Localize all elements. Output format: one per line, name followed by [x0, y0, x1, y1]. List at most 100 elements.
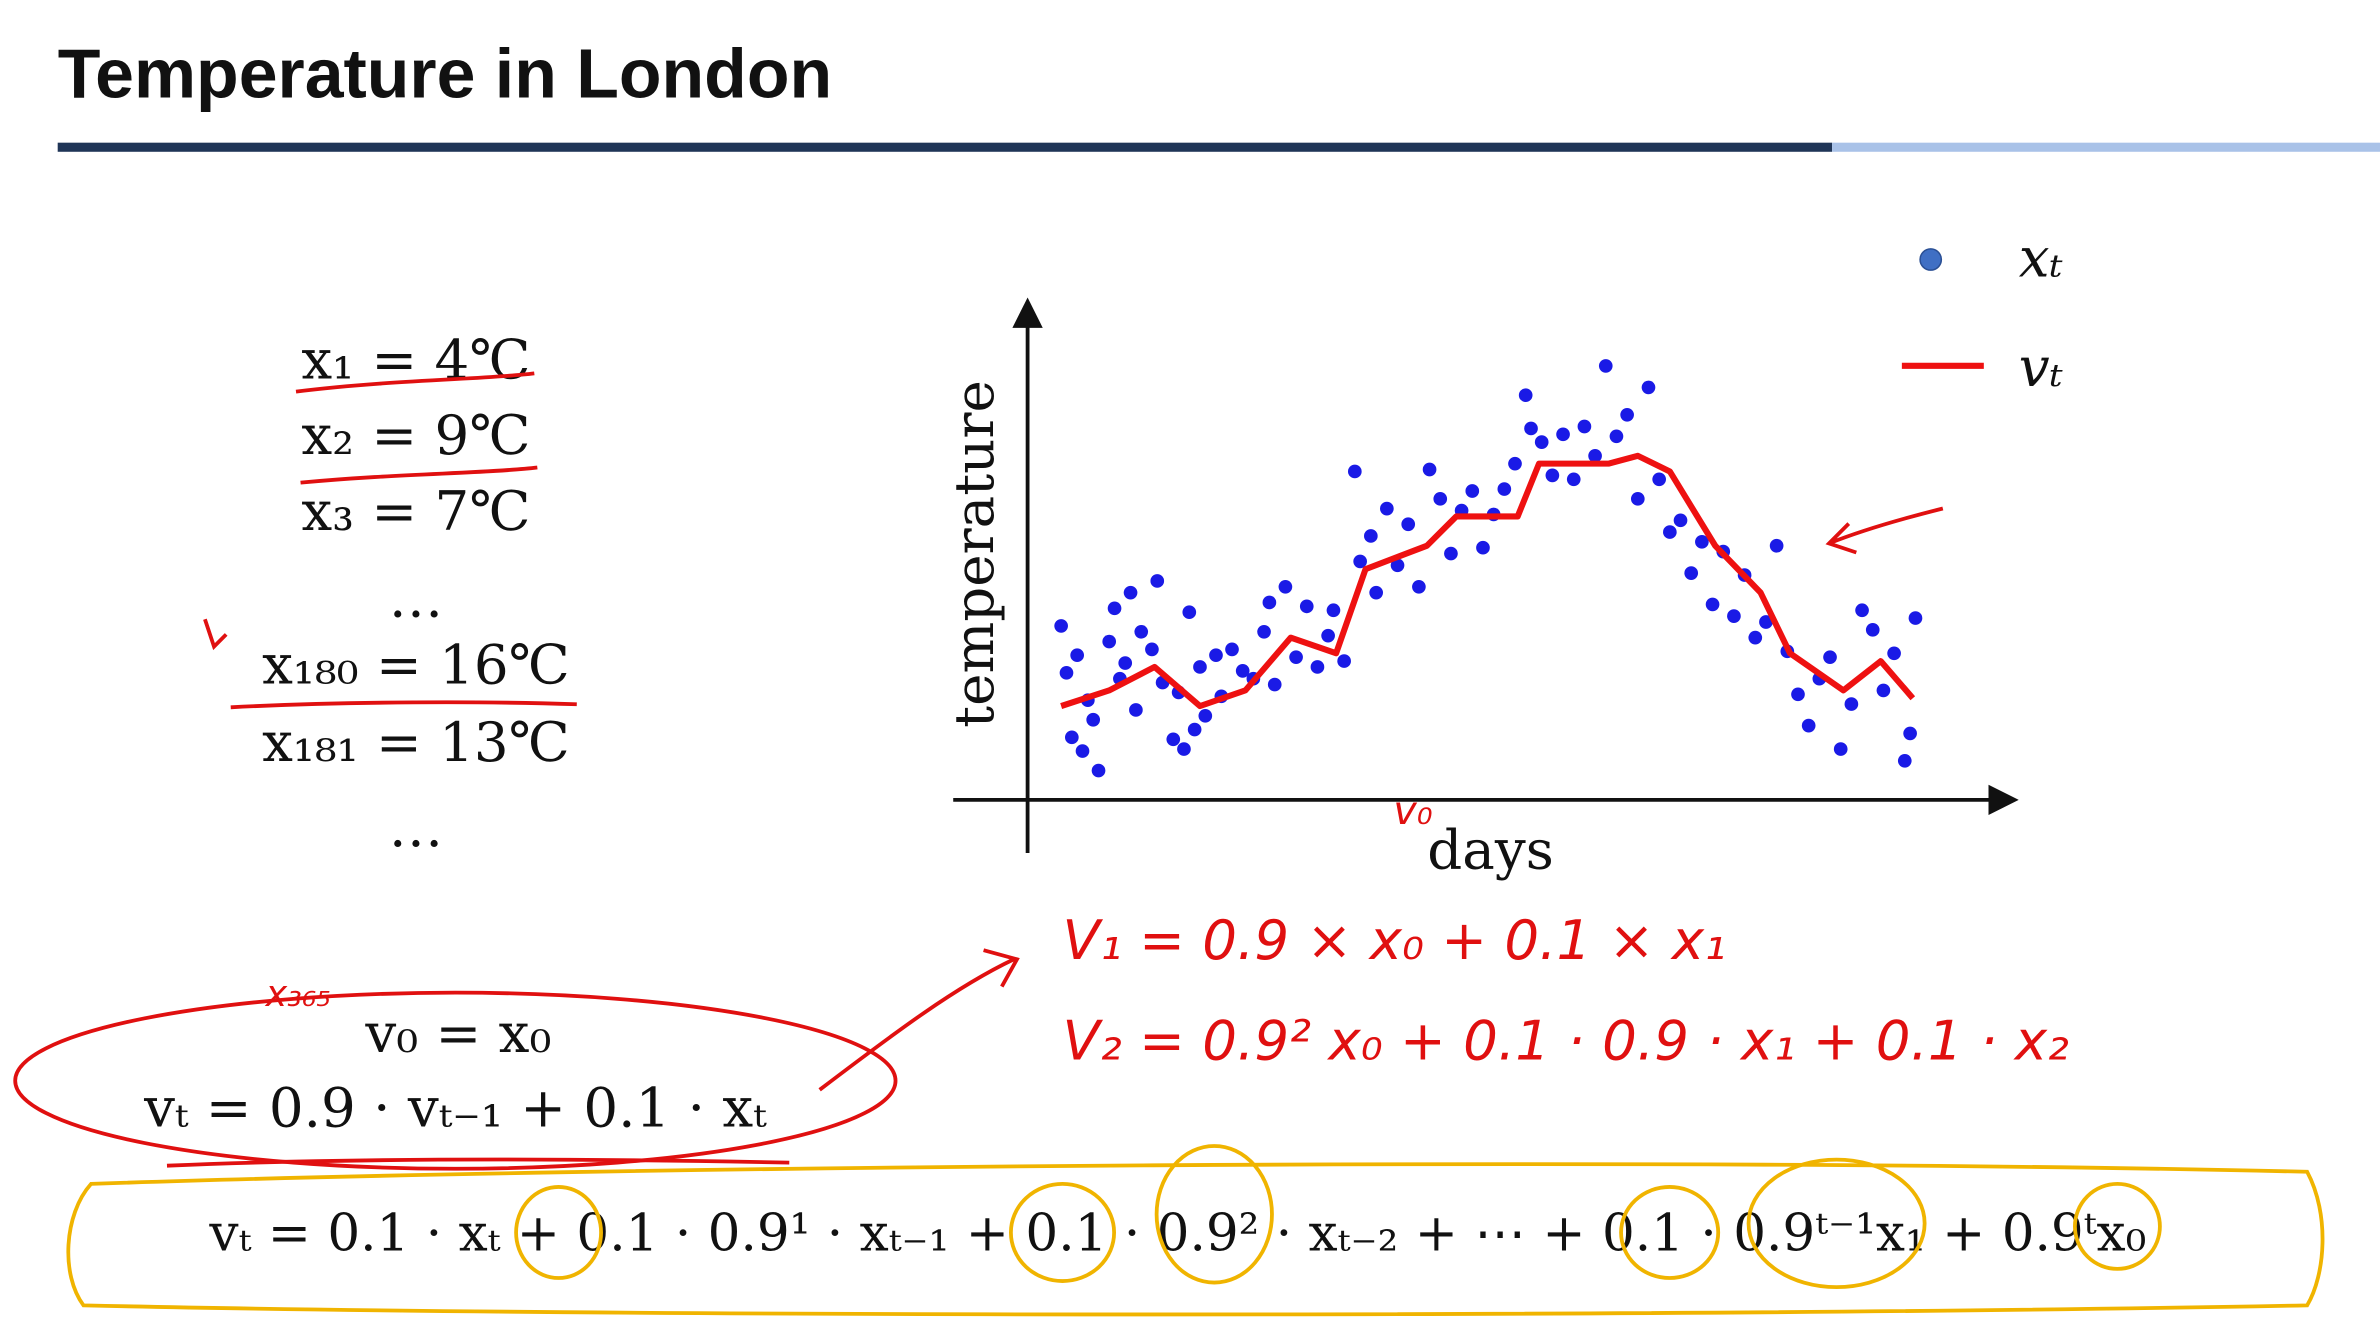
data-point [1769, 538, 1784, 553]
data-point [1844, 697, 1859, 711]
data-point [1855, 603, 1869, 618]
data-point [1727, 609, 1741, 623]
y-axis-label: temperature [942, 380, 1006, 728]
data-point [1347, 464, 1362, 479]
arrow [818, 948, 1020, 1092]
data-point [1588, 448, 1602, 463]
data-point [1235, 664, 1250, 678]
data-point [1054, 619, 1068, 633]
data-point [1518, 388, 1533, 403]
data-point [1748, 630, 1763, 645]
data-point [1887, 646, 1901, 661]
data-point [1187, 722, 1202, 737]
data-point [1524, 421, 1538, 436]
observation: x₁₈₀ = 16℃ [262, 632, 570, 696]
ink-red [13, 371, 1944, 1171]
data-point [1609, 429, 1624, 444]
data-point [1102, 634, 1117, 649]
data-point [1075, 744, 1090, 758]
data-point [1545, 468, 1560, 483]
legend-label: xₜ [2019, 226, 2063, 290]
equation: vₜ = 0.1 · xₜ + 0.1 · 0.9¹ · xₜ₋₁ + 0.1 … [208, 1204, 2146, 1264]
circle [1008, 1182, 1117, 1283]
data-point [1556, 427, 1570, 442]
data-point [1064, 730, 1079, 745]
circle [13, 990, 898, 1171]
data-point [1401, 517, 1416, 532]
observation: … [389, 566, 444, 630]
data-point [1364, 529, 1378, 543]
data-point [1209, 648, 1223, 663]
mark [203, 618, 228, 651]
title-rule [57, 142, 1833, 152]
data-point [1422, 462, 1437, 477]
data-point [1833, 742, 1848, 756]
data-point [1059, 665, 1074, 680]
data-point [1630, 492, 1645, 506]
data-point [1091, 763, 1106, 778]
x-axis-label: days [1427, 818, 1553, 882]
ink-yellow [66, 1144, 2325, 1317]
data-point [1225, 642, 1239, 657]
data-point [1673, 513, 1688, 528]
data-point [1337, 654, 1351, 668]
data-point [1369, 585, 1384, 600]
title: Temperature in London [58, 34, 832, 112]
equation: v₀ = x₀ [364, 1001, 551, 1065]
data-point [1198, 709, 1213, 723]
annotation: V₂ = 0.9² x₀ + 0.1 · 0.9 · x₁ + 0.1 · x₂ [1063, 1008, 2070, 1072]
data-point [1353, 554, 1367, 569]
data-point [1433, 492, 1448, 506]
equation: vₜ = 0.9 · vₜ₋₁ + 0.1 · xₜ [143, 1076, 767, 1140]
data-point [1129, 703, 1143, 717]
data-point [1897, 753, 1912, 768]
data-point [1086, 712, 1101, 727]
circle [1619, 1185, 1721, 1280]
legend-swatch [1919, 248, 1943, 271]
data-point [1390, 558, 1405, 573]
data-point [1620, 407, 1634, 422]
data-point [1145, 642, 1159, 657]
observation: x₂ = 9℃ [301, 403, 530, 467]
data-point [1289, 650, 1303, 665]
data-point [1652, 472, 1666, 487]
plot [1054, 359, 1923, 778]
data-point [1598, 359, 1613, 373]
data-point [1705, 597, 1720, 612]
data-point [1380, 501, 1394, 516]
underline [300, 465, 538, 485]
observation: x₃ = 7℃ [301, 479, 530, 543]
data-point [1465, 484, 1480, 498]
data-point [1299, 599, 1314, 614]
legend-label: vₜ [2019, 335, 2063, 399]
data-point [1865, 622, 1880, 637]
annotation: V₁ = 0.9 × x₀ + 0.1 × x₁ [1063, 908, 1726, 972]
data-point [1166, 732, 1181, 747]
data-point [1070, 648, 1084, 663]
data-point [1326, 603, 1341, 618]
data-point [1321, 628, 1335, 643]
observation: x₁₈₁ = 13℃ [262, 710, 570, 774]
data-point [1695, 535, 1709, 549]
data-point [1182, 605, 1197, 620]
data-point [1534, 435, 1549, 449]
data-point [1193, 660, 1207, 674]
title-rule-accent [1832, 142, 2380, 152]
data-point [1801, 718, 1816, 733]
data-point [1876, 683, 1891, 698]
circle [514, 1185, 603, 1280]
underline [295, 371, 535, 394]
data-point [1908, 611, 1923, 625]
data-point [1262, 595, 1277, 610]
data-point [1497, 482, 1512, 496]
data-point [1663, 525, 1677, 539]
data-point [1566, 472, 1581, 487]
data-point [1684, 566, 1699, 580]
data-point [1476, 540, 1490, 555]
data-point [1791, 687, 1805, 702]
data-point [1577, 419, 1592, 434]
